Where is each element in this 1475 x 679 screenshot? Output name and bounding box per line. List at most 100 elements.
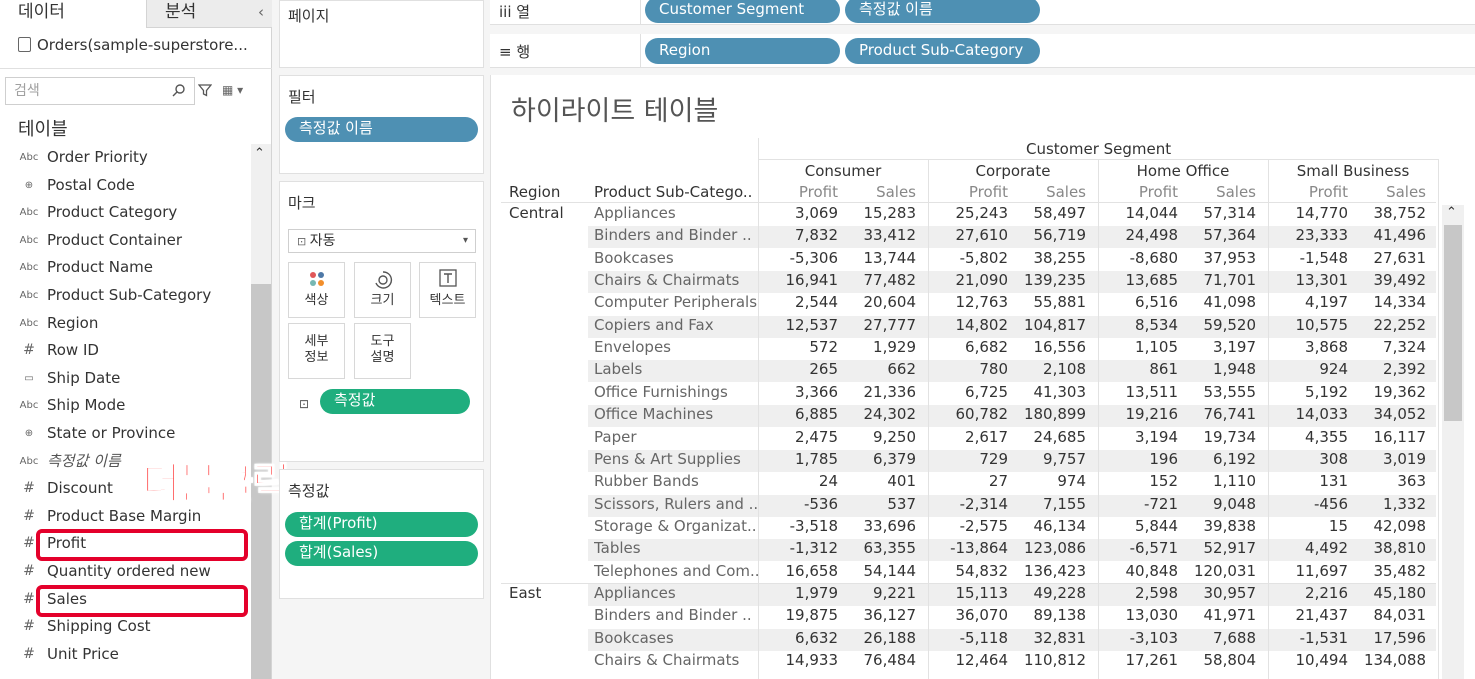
header-sales[interactable]: Sales [1386, 183, 1426, 201]
field-shipping-cost[interactable]: # Shipping Cost [0, 613, 250, 640]
field-row-id[interactable]: # Row ID [0, 337, 250, 364]
color-button[interactable]: 색상 [288, 262, 345, 318]
field-product-base-margin[interactable]: # Product Base Margin [0, 503, 250, 530]
filters-card[interactable]: 필터 측정값 이름 [279, 75, 484, 174]
tooltip-label-1: 도구 [370, 334, 395, 349]
mark-type-dropdown[interactable]: ⊡ 자동 ▾ [288, 229, 476, 253]
scrollbar-thumb[interactable] [1444, 225, 1462, 421]
pages-card[interactable]: 페이지 [279, 0, 484, 68]
view-scrollbar[interactable]: ⌃ [1442, 205, 1464, 679]
region-label[interactable]: East [509, 583, 542, 602]
field-postal-code[interactable]: ⊕ Postal Code [0, 172, 250, 199]
header-customer-segment[interactable]: Customer Segment [1026, 140, 1172, 158]
tab-data[interactable]: 데이터 [0, 0, 146, 28]
rows-pill-region[interactable]: Region [645, 38, 840, 64]
field-product-container[interactable]: Abc Product Container [0, 227, 250, 254]
datasource-item[interactable]: Orders(sample-superstore... [18, 36, 248, 54]
sub-category-label[interactable]: Rubber Bands [594, 472, 699, 491]
marks-pill-measure-values[interactable]: 측정값 [320, 389, 470, 414]
size-button[interactable]: 크기 [354, 262, 411, 318]
field-measure-names[interactable]: Abc 측정값 이름 [0, 448, 250, 475]
sub-category-label[interactable]: Computer Peripherals [594, 293, 758, 312]
scrollbar-thumb[interactable] [251, 284, 271, 679]
field-product-category[interactable]: Abc Product Category [0, 199, 250, 226]
field-sales[interactable]: # Sales [0, 586, 250, 613]
header-sales[interactable]: Sales [1216, 183, 1256, 201]
columns-pill-customer-segment[interactable]: Customer Segment [645, 0, 840, 23]
header-sales[interactable]: Sales [1046, 183, 1086, 201]
text-icon [420, 269, 475, 293]
sub-category-label[interactable]: Chairs & Chairmats [594, 651, 740, 669]
measure-pill-sales[interactable]: 합계(Sales) [285, 541, 478, 566]
field-ship-mode[interactable]: Abc Ship Mode [0, 392, 250, 419]
detail-button[interactable]: 세부 정보 [288, 323, 345, 379]
sub-category-label[interactable]: Paper [594, 427, 637, 446]
header-segment-small-business[interactable]: Small Business [1296, 162, 1410, 180]
sub-category-label[interactable]: Binders and Binder .. [594, 226, 752, 245]
rows-pill-product-sub-category[interactable]: Product Sub-Category [845, 38, 1040, 64]
table-cell: 3,019 [1383, 449, 1426, 468]
scroll-up-icon[interactable]: ⌃ [1446, 205, 1457, 220]
header-profit[interactable]: Profit [798, 183, 838, 201]
sub-category-label[interactable]: Telephones and Com.. [594, 561, 758, 580]
region-label[interactable]: Central [509, 204, 564, 222]
search-icon[interactable] [172, 83, 186, 97]
tooltip-button[interactable]: 도구 설명 [354, 323, 411, 379]
sub-category-label[interactable]: Office Machines [594, 405, 714, 424]
columns-shelf[interactable]: iii 열 Customer Segment 측정값 이름 [490, 0, 1475, 25]
collapse-icon[interactable]: ‹ [258, 3, 264, 21]
header-segment-home-office[interactable]: Home Office [1136, 162, 1230, 180]
sub-category-label[interactable]: Tables [594, 539, 641, 558]
sub-category-label[interactable]: Labels [594, 360, 643, 379]
sub-category-label[interactable]: Envelopes [594, 338, 671, 357]
field-list-scrollbar[interactable]: ⌃ [251, 144, 271, 679]
header-profit[interactable]: Profit [968, 183, 1008, 201]
table-cell: -1,531 [1299, 628, 1348, 647]
field-state-or-province[interactable]: ⊕ State or Province [0, 420, 250, 447]
table-cell: 14,770 [1295, 204, 1349, 222]
table-cell: 9,048 [1213, 494, 1256, 513]
filter-icon[interactable] [198, 83, 212, 97]
field-ship-date[interactable]: ▭ Ship Date [0, 365, 250, 392]
header-profit[interactable]: Profit [1308, 183, 1348, 201]
sub-category-label[interactable]: Office Furnishings [594, 382, 728, 401]
sub-category-label[interactable]: Appliances [594, 204, 676, 222]
sub-category-label[interactable]: Scissors, Rulers and .. [594, 494, 758, 513]
filter-pill-measure-names[interactable]: 측정값 이름 [285, 117, 478, 142]
table-cell: 13,030 [1125, 606, 1179, 625]
table-cell: 39,838 [1203, 516, 1257, 535]
search-input[interactable] [6, 78, 166, 104]
scroll-up-icon[interactable]: ⌃ [254, 146, 265, 161]
header-region[interactable]: Region [509, 183, 561, 201]
columns-pill-measure-names[interactable]: 측정값 이름 [845, 0, 1040, 23]
field-order-priority[interactable]: Abc Order Priority [0, 144, 250, 171]
view-options-icon[interactable]: ▦ ▾ [222, 83, 244, 97]
field-region[interactable]: Abc Region [0, 310, 250, 337]
table-cell: 36,127 [863, 606, 917, 625]
sub-category-label[interactable]: Bookcases [594, 628, 674, 647]
header-sales[interactable]: Sales [876, 183, 916, 201]
tab-analysis[interactable]: 분석 ‹ [146, 0, 272, 28]
globe-icon: ⊕ [24, 428, 34, 439]
field-quantity-ordered-new[interactable]: # Quantity ordered new [0, 558, 250, 585]
sub-category-label[interactable]: Pens & Art Supplies [594, 449, 741, 468]
text-button[interactable]: 텍스트 [419, 262, 476, 318]
sub-category-label[interactable]: Chairs & Chairmats [594, 271, 740, 290]
field-product-sub-category[interactable]: Abc Product Sub-Category [0, 282, 250, 309]
field-profit[interactable]: # Profit [0, 530, 250, 557]
sub-category-label[interactable]: Storage & Organizat.. [594, 516, 757, 535]
header-profit[interactable]: Profit [1138, 183, 1178, 201]
field-discount[interactable]: # Discount [0, 475, 250, 502]
rows-shelf[interactable]: ≡ 행 Region Product Sub-Category [490, 34, 1475, 68]
field-product-name[interactable]: Abc Product Name [0, 254, 250, 281]
header-segment-consumer[interactable]: Consumer [804, 162, 882, 180]
header-product-sub-category[interactable]: Product Sub-Catego.. [594, 183, 753, 201]
sub-category-label[interactable]: Binders and Binder .. [594, 606, 752, 625]
sub-category-label[interactable]: Bookcases [594, 248, 674, 267]
header-segment-corporate[interactable]: Corporate [975, 162, 1051, 180]
field-unit-price[interactable]: # Unit Price [0, 641, 250, 668]
table-cell: 780 [979, 360, 1008, 379]
measure-pill-profit[interactable]: 합계(Profit) [285, 512, 478, 537]
sub-category-label[interactable]: Copiers and Fax [594, 315, 714, 334]
sub-category-label[interactable]: Appliances [594, 583, 676, 602]
